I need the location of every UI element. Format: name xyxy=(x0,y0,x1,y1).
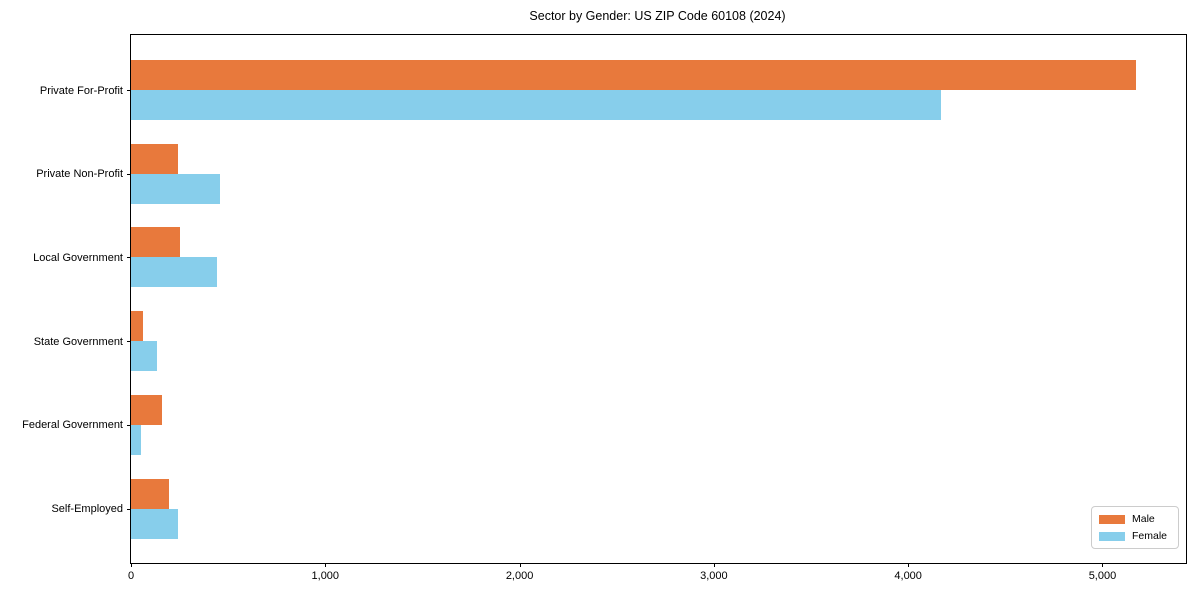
x-tick-label: 0 xyxy=(127,570,135,582)
x-tick-mark xyxy=(325,563,327,567)
x-tick-mark xyxy=(131,563,132,567)
x-tick-mark xyxy=(908,563,910,567)
bar-male-federal-government xyxy=(131,394,162,425)
legend-swatch-female xyxy=(1099,531,1125,541)
y-tick-label: Local Government xyxy=(33,251,123,264)
x-tick-mark xyxy=(519,563,521,567)
y-tick-label: Private For-Profit xyxy=(39,84,123,97)
x-tick-label: 4,000 xyxy=(894,570,922,582)
y-tick-mark xyxy=(127,341,131,343)
bar-male-self-employed xyxy=(131,478,169,509)
legend-label-female: Female xyxy=(1132,530,1168,542)
bar-female-federal-government xyxy=(131,424,141,455)
chart-title: Sector by Gender: US ZIP Code 60108 (202… xyxy=(529,9,786,23)
x-tick-mark xyxy=(713,563,715,567)
legend-label-male: Male xyxy=(1132,513,1155,525)
bar-male-local-government xyxy=(131,227,180,258)
plot-area: Private For-Profit Private Non-Profit Loca… xyxy=(22,34,1187,582)
x-tick-label: 1,000 xyxy=(311,570,340,582)
bar-female-private-non-profit xyxy=(131,173,220,204)
bar-male-private-non-profit xyxy=(131,143,178,174)
x-tick-label: 3,000 xyxy=(700,570,728,582)
y-tick-label: Self-Employed xyxy=(51,503,123,515)
legend-row-female: Female xyxy=(1099,530,1170,542)
legend-row-male: Male xyxy=(1099,513,1170,525)
x-tick-label: 5,000 xyxy=(1088,570,1117,582)
bar-female-self-employed xyxy=(131,508,178,539)
y-tick-label: State Government xyxy=(33,335,123,348)
bar-male-private-for-profit xyxy=(131,60,1137,90)
y-tick-mark xyxy=(127,173,131,175)
legend-swatch-male xyxy=(1099,514,1125,524)
y-tick-label: Private Non-Profit xyxy=(36,168,123,181)
y-tick-mark xyxy=(127,257,131,259)
x-tick-mark xyxy=(1102,563,1104,567)
y-tick-mark xyxy=(127,424,131,426)
bar-male-state-government xyxy=(131,311,144,342)
x-tick-label: 2,000 xyxy=(505,570,534,582)
legend: Male Female xyxy=(1091,506,1179,549)
y-tick-label: Federal Government xyxy=(22,419,123,432)
y-tick-mark xyxy=(127,90,131,91)
bar-female-private-for-profit xyxy=(131,90,941,120)
bar-female-state-government xyxy=(131,341,157,372)
y-tick-mark xyxy=(127,508,131,510)
bar-female-local-government xyxy=(131,257,218,288)
